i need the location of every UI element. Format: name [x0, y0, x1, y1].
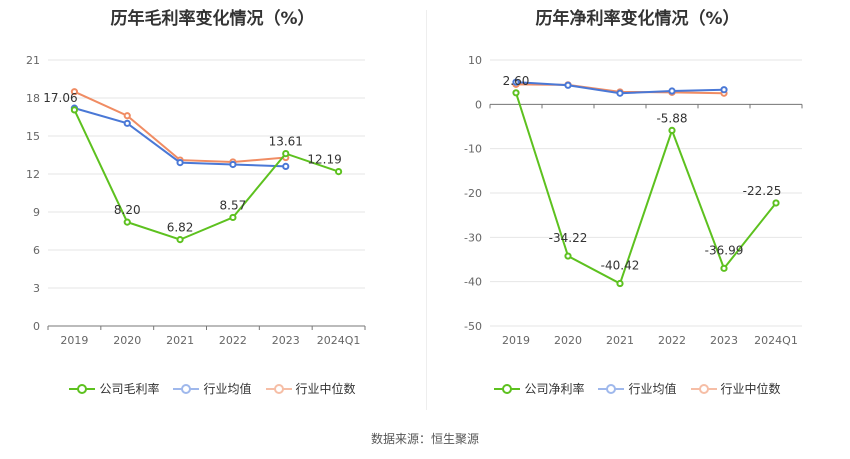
legend-marker-icon [265, 383, 292, 394]
y-tick-label: 9 [33, 206, 40, 219]
data-point [616, 279, 624, 288]
data-point [282, 162, 290, 170]
data-source: 数据来源：恒生聚源 [370, 432, 479, 446]
legend-label: 行业均值 [203, 382, 252, 396]
chart-title: 历年毛利率变化情况（%） [110, 9, 315, 29]
data-point [564, 81, 572, 89]
y-tick-label: 15 [26, 130, 40, 143]
data-label: -34.22 [549, 231, 588, 245]
data-label: 6.82 [167, 221, 194, 235]
y-tick-label: 12 [26, 168, 40, 181]
chart-title: 历年净利率变化情况（%） [535, 9, 740, 29]
legend-label: 行业中位数 [720, 382, 781, 396]
data-point [564, 252, 572, 260]
data-point [668, 126, 676, 135]
data-point [720, 264, 728, 272]
legend-item-company[interactable]: 公司毛利率 [69, 380, 159, 397]
data-label: -22.25 [743, 184, 782, 198]
y-tick-label: 0 [475, 98, 482, 111]
x-tick-label: 2022 [219, 334, 247, 347]
x-tick-label: 2022 [658, 334, 686, 347]
data-point [512, 78, 520, 86]
data-label: 17.06 [43, 91, 77, 105]
panel-divider [426, 10, 427, 410]
data-point [668, 87, 676, 95]
net-margin-plot: -50 -40 -30 -20 -10 0 10 2019 2020 2021 2022 2023 20… [464, 54, 803, 347]
legend-item-industry-mean[interactable]: 行业均值 [173, 380, 252, 397]
data-point [616, 89, 624, 97]
gross-margin-plot: 0 3 6 9 12 15 18 21 2019 2020 2021 2022 2023 2024Q1 17… [26, 54, 366, 347]
series-line [515, 92, 777, 285]
series-line [73, 109, 339, 241]
legend-label: 公司毛利率 [99, 382, 160, 396]
data-point [512, 89, 520, 97]
x-tick-label: 2024Q1 [317, 334, 361, 347]
legend-label: 公司净利率 [524, 382, 585, 396]
y-tick-label: -10 [464, 143, 482, 156]
legend-label: 行业中位数 [295, 382, 356, 396]
x-tick-label: 2021 [606, 334, 634, 347]
data-point [123, 119, 131, 127]
data-label: 2.60 [503, 74, 530, 88]
legend: 公司毛利率 行业均值 行业中位数 [0, 380, 425, 397]
y-tick-label: -50 [464, 320, 482, 333]
data-point [334, 167, 343, 176]
data-point [176, 159, 184, 167]
data-point [282, 150, 290, 158]
y-tick-label: 10 [468, 54, 482, 67]
y-tick-label: 6 [33, 244, 40, 257]
legend-item-industry-median[interactable]: 行业中位数 [265, 380, 356, 397]
legend: 公司净利率 行业均值 行业中位数 [425, 380, 850, 397]
series-line [74, 90, 286, 163]
x-tick-label: 2023 [710, 334, 738, 347]
legend-marker-icon [690, 383, 717, 394]
legend-marker-icon [598, 383, 625, 394]
data-point [229, 160, 237, 169]
data-point [229, 213, 237, 222]
data-point [70, 88, 79, 96]
data-point [772, 199, 780, 207]
data-label: -40.42 [601, 259, 640, 273]
x-tick-label: 2024Q1 [754, 334, 798, 347]
data-label: -36.99 [705, 243, 744, 257]
data-point [70, 106, 79, 114]
legend-marker-icon [69, 383, 96, 394]
data-point [720, 86, 728, 94]
data-point [123, 112, 131, 120]
y-tick-label: 3 [33, 282, 40, 295]
y-tick-label: 0 [33, 320, 40, 333]
y-tick-label: -30 [464, 231, 482, 244]
x-tick-label: 2023 [272, 334, 300, 347]
x-tick-label: 2019 [502, 334, 530, 347]
data-label: 13.61 [269, 135, 303, 149]
net-margin-chart: 历年净利率变化情况（%） -50 -40 -30 -20 -10 0 10 2019 2020 2… [425, 0, 850, 420]
x-tick-label: 2020 [554, 334, 582, 347]
y-tick-label: -20 [464, 187, 482, 200]
x-tick-label: 2020 [113, 334, 141, 347]
data-label: 8.20 [114, 203, 141, 217]
y-tick-label: 21 [26, 54, 40, 67]
x-tick-label: 2021 [166, 334, 194, 347]
x-tick-label: 2019 [60, 334, 88, 347]
data-label: -5.88 [656, 111, 687, 125]
legend-item-industry-median[interactable]: 行业中位数 [690, 380, 781, 397]
legend-marker-icon [494, 383, 521, 394]
y-tick-label: 18 [26, 92, 40, 105]
legend-item-company[interactable]: 公司净利率 [494, 380, 584, 397]
data-point [176, 236, 184, 244]
legend-item-industry-mean[interactable]: 行业均值 [598, 380, 677, 397]
legend-label: 行业均值 [628, 382, 677, 396]
data-point [123, 218, 131, 226]
gross-margin-chart: 历年毛利率变化情况（%） 0 3 6 9 12 15 18 21 2019 2020 2021 202… [0, 0, 425, 420]
data-label: 12.19 [307, 153, 341, 167]
y-tick-label: -40 [464, 276, 482, 289]
legend-marker-icon [173, 383, 200, 394]
data-label: 8.57 [220, 198, 247, 212]
